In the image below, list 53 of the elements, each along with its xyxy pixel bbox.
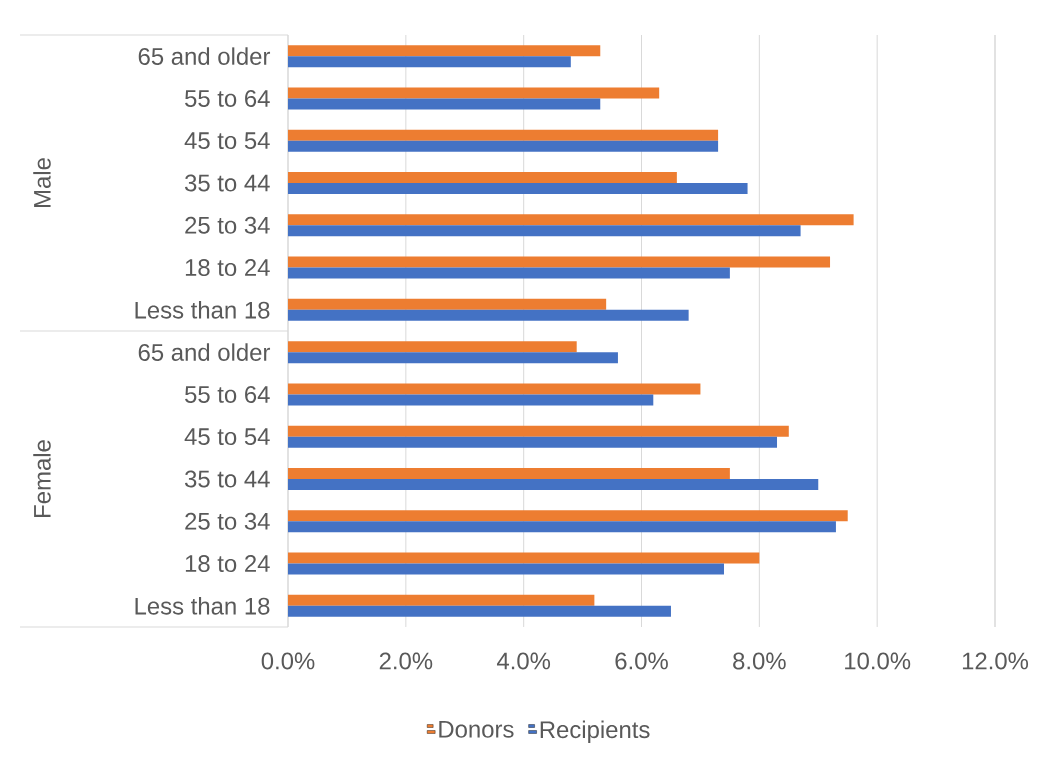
bar bbox=[288, 171, 677, 183]
x-tick-label: 8.0% bbox=[733, 652, 786, 670]
x-tick-label: 12.0% bbox=[962, 652, 1029, 670]
legend-label: Donors bbox=[439, 721, 514, 738]
bar bbox=[288, 467, 730, 479]
y-tick-label: 45 to 54 bbox=[184, 428, 270, 446]
bar bbox=[288, 510, 848, 522]
bar bbox=[288, 425, 789, 437]
bar bbox=[288, 267, 730, 279]
y-tick-label: 35 to 44 bbox=[184, 470, 270, 488]
y-tick-label: 25 to 34 bbox=[185, 216, 270, 234]
y-tick-label: 18 to 24 bbox=[185, 555, 270, 573]
x-tick-label: 10.0% bbox=[845, 652, 911, 670]
bar bbox=[288, 352, 618, 364]
bar bbox=[288, 298, 607, 310]
text: Female bbox=[33, 440, 51, 517]
y-tick-label: 25 to 34 bbox=[185, 512, 270, 530]
y-tick-label: Less than 18 bbox=[135, 597, 270, 615]
y-tick-label: 65 and older bbox=[138, 343, 271, 361]
y-tick-label: 55 to 64 bbox=[185, 385, 270, 403]
bar bbox=[288, 45, 601, 57]
bar bbox=[288, 309, 689, 321]
legend-label: Recipients bbox=[540, 720, 650, 743]
y-tick-label: 18 to 24 bbox=[185, 259, 270, 277]
bar bbox=[288, 563, 724, 575]
bar bbox=[288, 129, 719, 141]
y-tick-label: 65 and older bbox=[138, 47, 271, 65]
bar bbox=[288, 182, 748, 194]
bar bbox=[288, 394, 654, 406]
bar bbox=[288, 436, 778, 448]
y-tick-label: 45 to 54 bbox=[184, 132, 270, 150]
text: Male bbox=[33, 158, 51, 207]
y-tick-label: 35 to 44 bbox=[184, 174, 270, 192]
bar bbox=[288, 594, 595, 606]
bar bbox=[288, 87, 660, 99]
bar bbox=[288, 214, 854, 226]
x-tick-label: 6.0% bbox=[615, 652, 668, 670]
bar bbox=[288, 383, 701, 395]
bar bbox=[288, 605, 671, 617]
bar bbox=[288, 552, 760, 564]
y-tick-label: Less than 18 bbox=[135, 301, 270, 319]
bar bbox=[288, 341, 577, 353]
bar bbox=[288, 225, 801, 237]
bar bbox=[288, 140, 719, 152]
x-tick-label: 2.0% bbox=[379, 652, 433, 670]
y-tick-label: 55 to 64 bbox=[185, 89, 270, 107]
x-tick-label: 4.0% bbox=[496, 652, 551, 670]
bar bbox=[288, 256, 831, 268]
bar bbox=[288, 56, 571, 68]
bar bbox=[288, 98, 601, 110]
bar bbox=[288, 521, 836, 533]
bar bbox=[288, 478, 819, 490]
x-tick-label: 0.0% bbox=[261, 652, 315, 670]
